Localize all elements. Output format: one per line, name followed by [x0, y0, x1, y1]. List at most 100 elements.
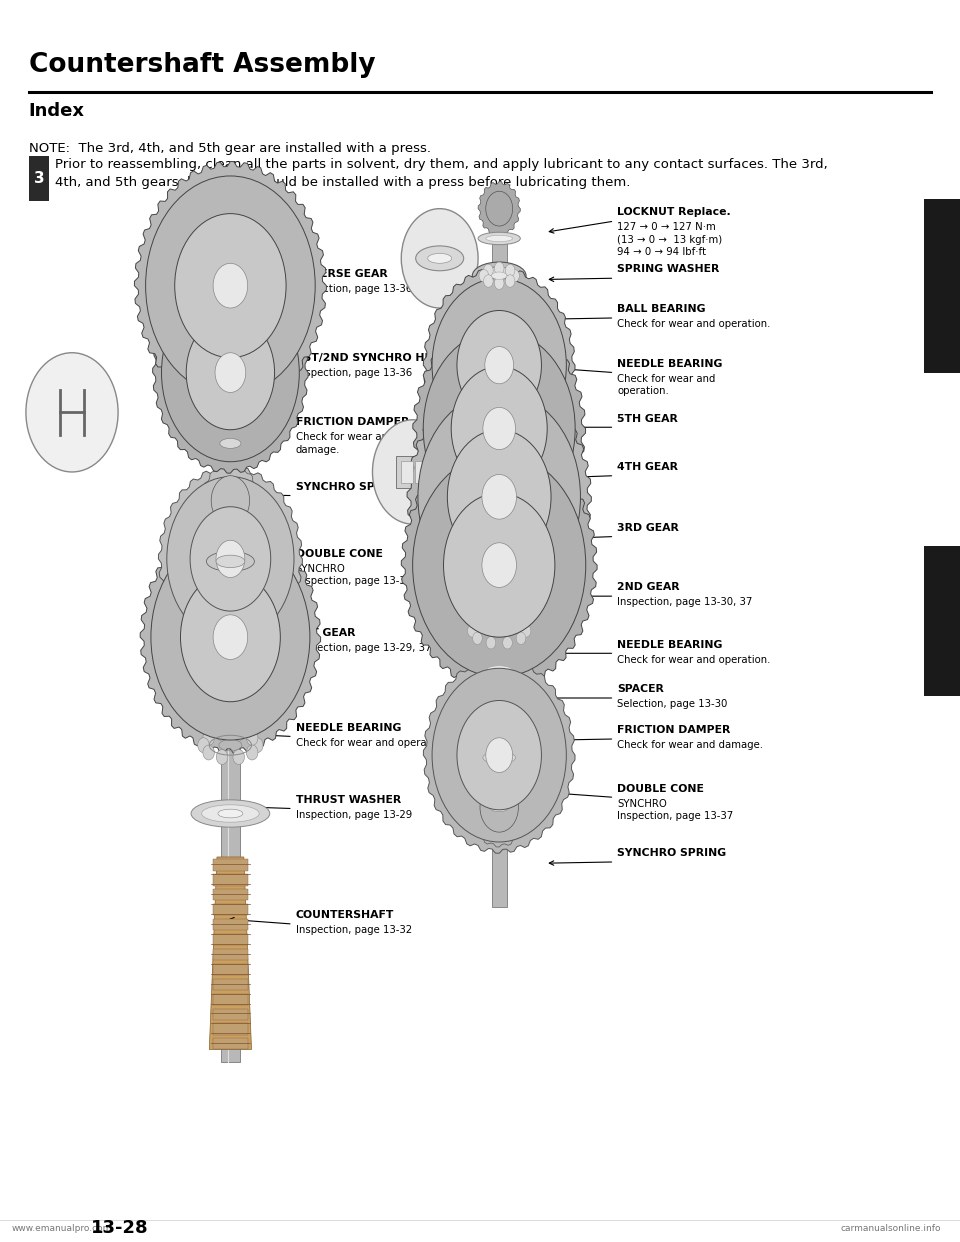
Polygon shape — [401, 438, 597, 692]
Ellipse shape — [203, 745, 214, 760]
Polygon shape — [213, 1023, 248, 1035]
Circle shape — [215, 353, 246, 392]
Polygon shape — [209, 857, 252, 1049]
Circle shape — [432, 668, 566, 842]
Text: BALL BEARING: BALL BEARING — [617, 304, 706, 314]
Circle shape — [151, 534, 310, 740]
Ellipse shape — [216, 725, 228, 740]
Circle shape — [26, 353, 118, 472]
Polygon shape — [478, 181, 520, 236]
Circle shape — [175, 214, 286, 358]
Ellipse shape — [416, 246, 464, 271]
Polygon shape — [492, 199, 507, 907]
Text: 127 → 0 → 127 N·m
(13 → 0 →  13 kgf·m)
94 → 0 → 94 lbf·ft: 127 → 0 → 127 N·m (13 → 0 → 13 kgf·m) 94… — [617, 222, 723, 257]
Circle shape — [216, 540, 245, 578]
Text: DOUBLE CONE: DOUBLE CONE — [296, 549, 382, 559]
Text: Inspection, page 13-30, 37: Inspection, page 13-30, 37 — [617, 597, 753, 607]
Circle shape — [167, 477, 294, 641]
Ellipse shape — [213, 494, 248, 507]
Polygon shape — [213, 904, 248, 915]
Ellipse shape — [486, 666, 513, 676]
Ellipse shape — [212, 435, 249, 452]
Ellipse shape — [216, 750, 228, 765]
Text: Prior to reassembling, clean all the parts in solvent, dry them, and apply lubri: Prior to reassembling, clean all the par… — [55, 158, 828, 189]
Ellipse shape — [480, 200, 518, 217]
Ellipse shape — [220, 438, 241, 448]
Text: 1ST/2ND SYNCHRO HUB: 1ST/2ND SYNCHRO HUB — [296, 353, 442, 363]
Polygon shape — [213, 949, 248, 960]
Text: 1ST GEAR: 1ST GEAR — [296, 628, 355, 638]
Text: NOTE:  The 3rd, 4th, and 5th gear are installed with a press.: NOTE: The 3rd, 4th, and 5th gear are ins… — [29, 142, 431, 154]
Ellipse shape — [472, 617, 482, 630]
Text: SYNCHRO
Inspection, page 13-37: SYNCHRO Inspection, page 13-37 — [617, 799, 733, 821]
Text: SYNCHRO SPRING: SYNCHRO SPRING — [617, 848, 727, 858]
Circle shape — [486, 738, 513, 773]
Polygon shape — [213, 964, 248, 975]
Text: SYNCHRO SPRING: SYNCHRO SPRING — [296, 482, 405, 492]
FancyBboxPatch shape — [29, 156, 49, 201]
Ellipse shape — [481, 267, 517, 284]
Text: REVERSE GEAR: REVERSE GEAR — [296, 270, 388, 279]
Polygon shape — [213, 889, 248, 900]
Polygon shape — [423, 267, 575, 463]
FancyBboxPatch shape — [396, 456, 430, 488]
Circle shape — [483, 407, 516, 450]
Ellipse shape — [252, 738, 263, 753]
Circle shape — [180, 573, 280, 702]
Text: Selection, page 13-30: Selection, page 13-30 — [617, 699, 728, 709]
Polygon shape — [140, 520, 321, 754]
Polygon shape — [134, 161, 326, 410]
Circle shape — [451, 366, 547, 491]
Ellipse shape — [516, 632, 526, 645]
Ellipse shape — [486, 612, 495, 625]
Circle shape — [480, 782, 518, 832]
Ellipse shape — [203, 730, 214, 745]
Text: Inspection, page 13-36: Inspection, page 13-36 — [296, 284, 412, 294]
Circle shape — [482, 543, 516, 587]
Ellipse shape — [505, 274, 515, 287]
Text: FRICTION DAMPER: FRICTION DAMPER — [617, 725, 731, 735]
Ellipse shape — [483, 751, 516, 764]
Text: 2ND GEAR: 2ND GEAR — [617, 582, 680, 592]
Ellipse shape — [476, 303, 522, 323]
Polygon shape — [153, 272, 308, 473]
Ellipse shape — [428, 253, 452, 263]
Circle shape — [486, 191, 513, 226]
Polygon shape — [202, 463, 259, 538]
Text: 13-28: 13-28 — [91, 1220, 149, 1237]
Circle shape — [418, 391, 581, 602]
Ellipse shape — [202, 805, 259, 822]
Circle shape — [432, 278, 566, 452]
FancyBboxPatch shape — [415, 461, 426, 483]
Ellipse shape — [218, 810, 243, 818]
Ellipse shape — [478, 232, 520, 245]
Ellipse shape — [468, 625, 477, 637]
Ellipse shape — [503, 612, 513, 625]
Ellipse shape — [204, 431, 256, 456]
Polygon shape — [924, 199, 960, 373]
Text: Check for wear and
damage.: Check for wear and damage. — [296, 432, 394, 455]
Polygon shape — [407, 378, 591, 616]
Ellipse shape — [485, 307, 514, 319]
Text: SPRING WASHER: SPRING WASHER — [617, 265, 720, 274]
Text: Inspection, page 13-29, 37: Inspection, page 13-29, 37 — [296, 643, 431, 653]
Ellipse shape — [484, 274, 493, 287]
Text: Check for wear and operation.: Check for wear and operation. — [617, 319, 771, 329]
Ellipse shape — [490, 802, 509, 812]
Ellipse shape — [233, 750, 245, 765]
Circle shape — [213, 615, 248, 660]
Polygon shape — [221, 211, 240, 1062]
Circle shape — [485, 347, 514, 384]
Circle shape — [457, 700, 541, 810]
Text: Countershaft Assembly: Countershaft Assembly — [29, 52, 375, 78]
Ellipse shape — [494, 277, 504, 289]
Polygon shape — [158, 466, 302, 652]
Text: Inspection, page 13-36: Inspection, page 13-36 — [296, 368, 412, 378]
Text: 3RD GEAR: 3RD GEAR — [617, 523, 679, 533]
Ellipse shape — [473, 697, 525, 719]
Ellipse shape — [482, 700, 516, 715]
FancyBboxPatch shape — [401, 461, 413, 483]
Circle shape — [457, 310, 541, 420]
Text: carmanualsonline.info: carmanualsonline.info — [840, 1223, 941, 1233]
Ellipse shape — [473, 748, 525, 768]
